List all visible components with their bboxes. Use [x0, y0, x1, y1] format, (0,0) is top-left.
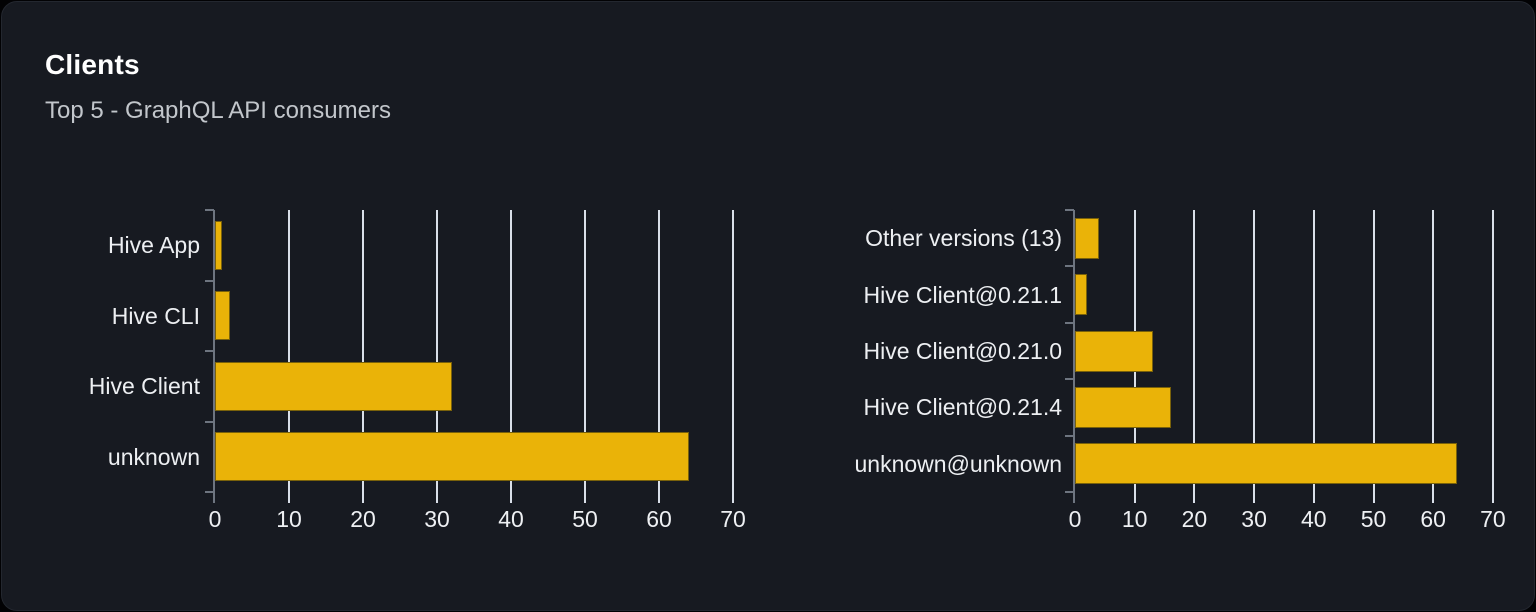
x-tick-label: 0: [208, 506, 222, 532]
x-tick-label: 20: [1181, 506, 1208, 532]
category-label: Other versions (13): [865, 225, 1062, 252]
x-tick-label: 20: [350, 506, 376, 532]
category-label: Hive Client@0.21.0: [863, 338, 1063, 364]
y-axis-tick: [1065, 321, 1074, 324]
x-axis-tick: [1432, 492, 1435, 503]
card-title: Clients: [45, 49, 140, 80]
y-axis-line: [213, 210, 215, 503]
x-tick-label: 50: [572, 506, 598, 532]
y-axis-tick: [205, 491, 214, 493]
y-axis-tick: [1065, 378, 1074, 381]
y-axis-tick: [1065, 434, 1074, 437]
x-axis-tick: [510, 492, 512, 503]
y-axis-line: [1073, 210, 1075, 503]
x-tick-label: 60: [1420, 506, 1446, 532]
x-axis-tick: [1491, 492, 1494, 503]
y-axis-tick: [1065, 491, 1074, 493]
x-tick-label: 70: [1480, 506, 1506, 532]
x-tick-label: 50: [1360, 506, 1387, 532]
bar: [1075, 386, 1171, 428]
y-axis-tick: [205, 209, 214, 211]
x-tick-label: 10: [1121, 506, 1148, 532]
gridline: [436, 210, 438, 492]
x-tick-label: 60: [646, 506, 672, 532]
y-axis-tick: [205, 279, 214, 282]
bar: [1075, 217, 1099, 259]
y-axis-tick: [1065, 265, 1074, 268]
x-tick-label: 70: [720, 506, 746, 532]
bar: [1075, 274, 1087, 316]
x-axis-tick: [436, 492, 438, 503]
gridline: [1312, 210, 1315, 492]
x-axis-tick: [288, 492, 290, 503]
x-tick-label: 30: [1241, 506, 1267, 532]
category-label: Hive Client@0.21.4: [863, 394, 1063, 421]
category-label: unknown@unknown: [854, 450, 1062, 477]
x-axis-tick: [658, 492, 660, 503]
x-axis-tick: [1312, 492, 1315, 503]
bar: [1075, 443, 1458, 485]
bar: [215, 432, 689, 482]
x-axis-tick: [584, 492, 586, 503]
category-label: Hive Client: [88, 373, 200, 400]
gridline: [1432, 210, 1435, 492]
gridline: [658, 210, 660, 492]
card-subtitle: Top 5 - GraphQL API consumers: [45, 97, 391, 124]
x-tick-label: 40: [498, 506, 524, 532]
x-axis-tick: [1193, 492, 1196, 503]
x-axis-tick: [732, 492, 734, 503]
gridline: [1193, 210, 1196, 492]
gridline: [288, 210, 290, 492]
x-tick-label: 0: [1068, 506, 1082, 532]
gridline: [584, 210, 586, 492]
category-label: unknown: [107, 443, 200, 470]
gridline: [1491, 210, 1494, 492]
y-axis-tick: [1065, 209, 1074, 211]
gridline: [1253, 210, 1256, 492]
x-tick-label: 40: [1301, 506, 1327, 532]
x-axis-tick: [1133, 492, 1136, 503]
gridline: [1372, 210, 1375, 492]
x-axis-tick: [1253, 492, 1256, 503]
gridline: [510, 210, 512, 492]
x-axis-tick: [1372, 492, 1375, 503]
category-label: Hive CLI: [111, 302, 200, 329]
x-axis-tick: [362, 492, 364, 503]
x-tick-label: 30: [424, 506, 450, 532]
y-axis-tick: [205, 420, 214, 423]
bar: [215, 361, 452, 411]
bar: [1075, 330, 1153, 372]
gridline: [732, 210, 734, 492]
x-tick-label: 10: [276, 506, 302, 532]
y-axis-tick: [205, 350, 214, 352]
bar: [215, 291, 230, 341]
category-label: Hive Client@0.21.1: [863, 281, 1063, 308]
gridline: [362, 210, 364, 492]
category-label: Hive App: [107, 232, 200, 259]
bar: [215, 220, 223, 270]
